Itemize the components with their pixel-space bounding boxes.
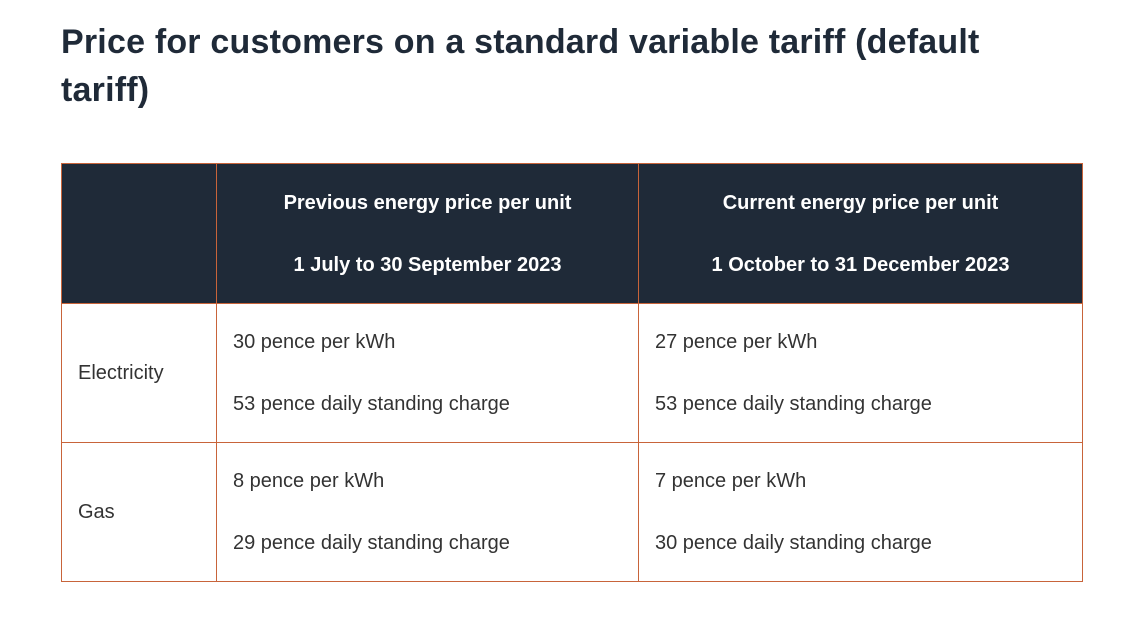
page-title: Price for customers on a standard variab… (61, 23, 980, 109)
header-current-label: Current energy price per unit (722, 191, 999, 214)
table-row-gas: Gas 8 pence per kWh 29 pence daily stand… (61, 442, 1083, 582)
unit-rate: 27 pence per kWh (655, 331, 818, 353)
standing-charge: 53 pence daily standing charge (233, 393, 510, 415)
header-previous-price: Previous energy price per unit 1 July to… (216, 163, 639, 304)
fuel-type-cell: Electricity (61, 303, 217, 443)
header-corner-cell (61, 163, 217, 304)
unit-rate: 8 pence per kWh (233, 470, 385, 492)
standing-charge: 29 pence daily standing charge (233, 532, 510, 554)
table-header-row: Previous energy price per unit 1 July to… (61, 163, 1083, 304)
fuel-type-cell: Gas (61, 442, 217, 582)
unit-rate: 7 pence per kWh (655, 470, 807, 492)
standing-charge: 30 pence daily standing charge (655, 532, 932, 554)
current-price-cell: 7 pence per kWh 30 pence daily standing … (638, 442, 1083, 582)
header-current-price: Current energy price per unit 1 October … (638, 163, 1083, 304)
standing-charge: 53 pence daily standing charge (655, 393, 932, 415)
previous-price-cell: 8 pence per kWh 29 pence daily standing … (216, 442, 639, 582)
previous-price-cell: 30 pence per kWh 53 pence daily standing… (216, 303, 639, 443)
current-price-cell: 27 pence per kWh 53 pence daily standing… (638, 303, 1083, 443)
unit-rate: 30 pence per kWh (233, 331, 396, 353)
header-previous-period: 1 July to 30 September 2023 (293, 253, 562, 276)
header-current-period: 1 October to 31 December 2023 (711, 253, 1010, 276)
header-previous-label: Previous energy price per unit (283, 191, 572, 214)
table-row-electricity: Electricity 30 pence per kWh 53 pence da… (61, 303, 1083, 443)
table-body: Electricity 30 pence per kWh 53 pence da… (61, 303, 1083, 582)
table-header: Previous energy price per unit 1 July to… (61, 163, 1083, 304)
tariff-price-table: Previous energy price per unit 1 July to… (61, 163, 1083, 582)
